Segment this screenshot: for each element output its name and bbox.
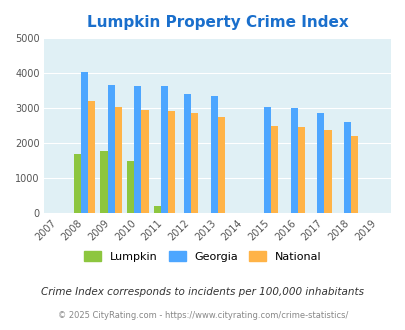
Bar: [73, 154, 81, 213]
Bar: [115, 107, 122, 213]
Bar: [168, 111, 175, 213]
Bar: [343, 122, 350, 213]
Bar: [100, 151, 107, 213]
Bar: [271, 126, 277, 213]
Bar: [290, 108, 297, 213]
Text: © 2025 CityRating.com - https://www.cityrating.com/crime-statistics/: © 2025 CityRating.com - https://www.city…: [58, 311, 347, 320]
Bar: [153, 206, 160, 213]
Text: Crime Index corresponds to incidents per 100,000 inhabitants: Crime Index corresponds to incidents per…: [41, 287, 364, 297]
Bar: [316, 113, 324, 213]
Bar: [81, 72, 88, 213]
Bar: [107, 85, 115, 213]
Bar: [210, 96, 217, 213]
Bar: [191, 113, 198, 213]
Bar: [183, 94, 191, 213]
Bar: [141, 110, 148, 213]
Bar: [134, 86, 141, 213]
Bar: [127, 160, 134, 213]
Bar: [350, 136, 357, 213]
Bar: [88, 101, 95, 213]
Bar: [217, 117, 224, 213]
Title: Lumpkin Property Crime Index: Lumpkin Property Crime Index: [87, 15, 348, 30]
Bar: [324, 130, 331, 213]
Legend: Lumpkin, Georgia, National: Lumpkin, Georgia, National: [80, 247, 325, 267]
Bar: [160, 86, 168, 213]
Bar: [263, 107, 271, 213]
Bar: [297, 127, 304, 213]
